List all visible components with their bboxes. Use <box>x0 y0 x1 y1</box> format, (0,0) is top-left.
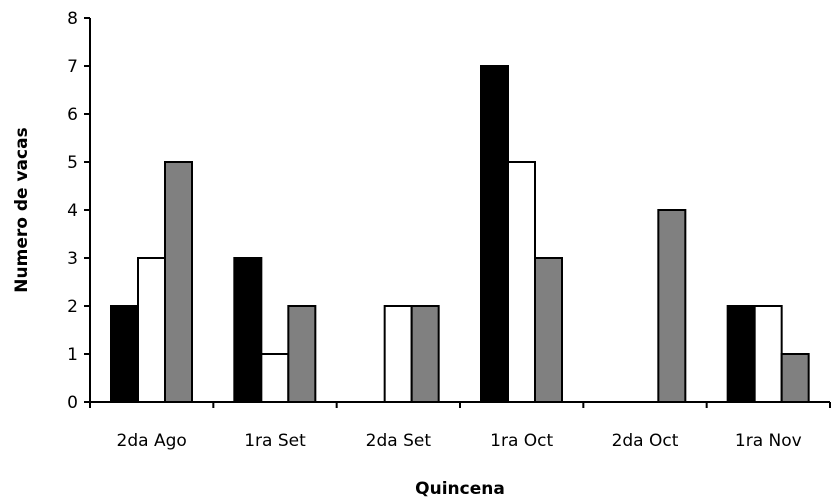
bar-series-2-2da-ago <box>137 257 166 403</box>
y-axis-ticks: 0 1 2 3 4 5 6 7 8 <box>67 9 90 413</box>
y-tick-label: 0 <box>67 393 78 413</box>
bar-series-2-1ra-set <box>260 353 290 403</box>
x-tick-label: 2da Ago <box>117 431 187 451</box>
y-tick-label: 3 <box>67 249 78 269</box>
x-tick-label: 2da Set <box>366 431 432 451</box>
bar-series-2-1ra-oct <box>507 161 536 403</box>
x-tick-label: 1ra Set <box>244 431 306 451</box>
x-axis-title: Quincena <box>415 479 505 499</box>
bar-series-2-2da-set <box>383 305 413 403</box>
x-tick-label: 2da Oct <box>612 431 679 451</box>
y-tick-label: 1 <box>67 345 78 365</box>
y-tick-label: 4 <box>67 201 78 221</box>
x-tick-label: 1ra Oct <box>490 431 553 451</box>
y-tick-label: 8 <box>67 9 78 29</box>
y-tick-label: 5 <box>67 153 78 173</box>
y-tick-label: 7 <box>67 57 78 77</box>
bar-series-3-1ra-set <box>287 305 317 403</box>
bar-series-3-1ra-oct <box>534 257 563 403</box>
bar-series-3-2da-set <box>410 305 440 403</box>
bars-group <box>110 65 810 403</box>
bar-series-1-2da-ago <box>110 305 139 403</box>
y-tick-label: 2 <box>67 297 78 317</box>
x-axis-ticks: 2da Ago 1ra Set 2da Set 1ra Oct 2da Oct 1ra N… <box>89 402 831 451</box>
bar-series-2-1ra-nov <box>753 305 783 403</box>
bar-series-1-1ra-oct <box>480 65 509 403</box>
x-tick-label: 1ra Nov <box>735 431 802 451</box>
bar-series-1-1ra-set <box>233 257 263 403</box>
bar-series-3-2da-oct <box>657 209 687 403</box>
bar-series-1-1ra-nov <box>726 305 756 403</box>
y-tick-label: 6 <box>67 105 78 125</box>
bar-series-3-2da-ago <box>164 161 193 403</box>
y-axis-title: Numero de vacas <box>12 127 32 292</box>
bar-series-3-1ra-nov <box>780 353 810 403</box>
